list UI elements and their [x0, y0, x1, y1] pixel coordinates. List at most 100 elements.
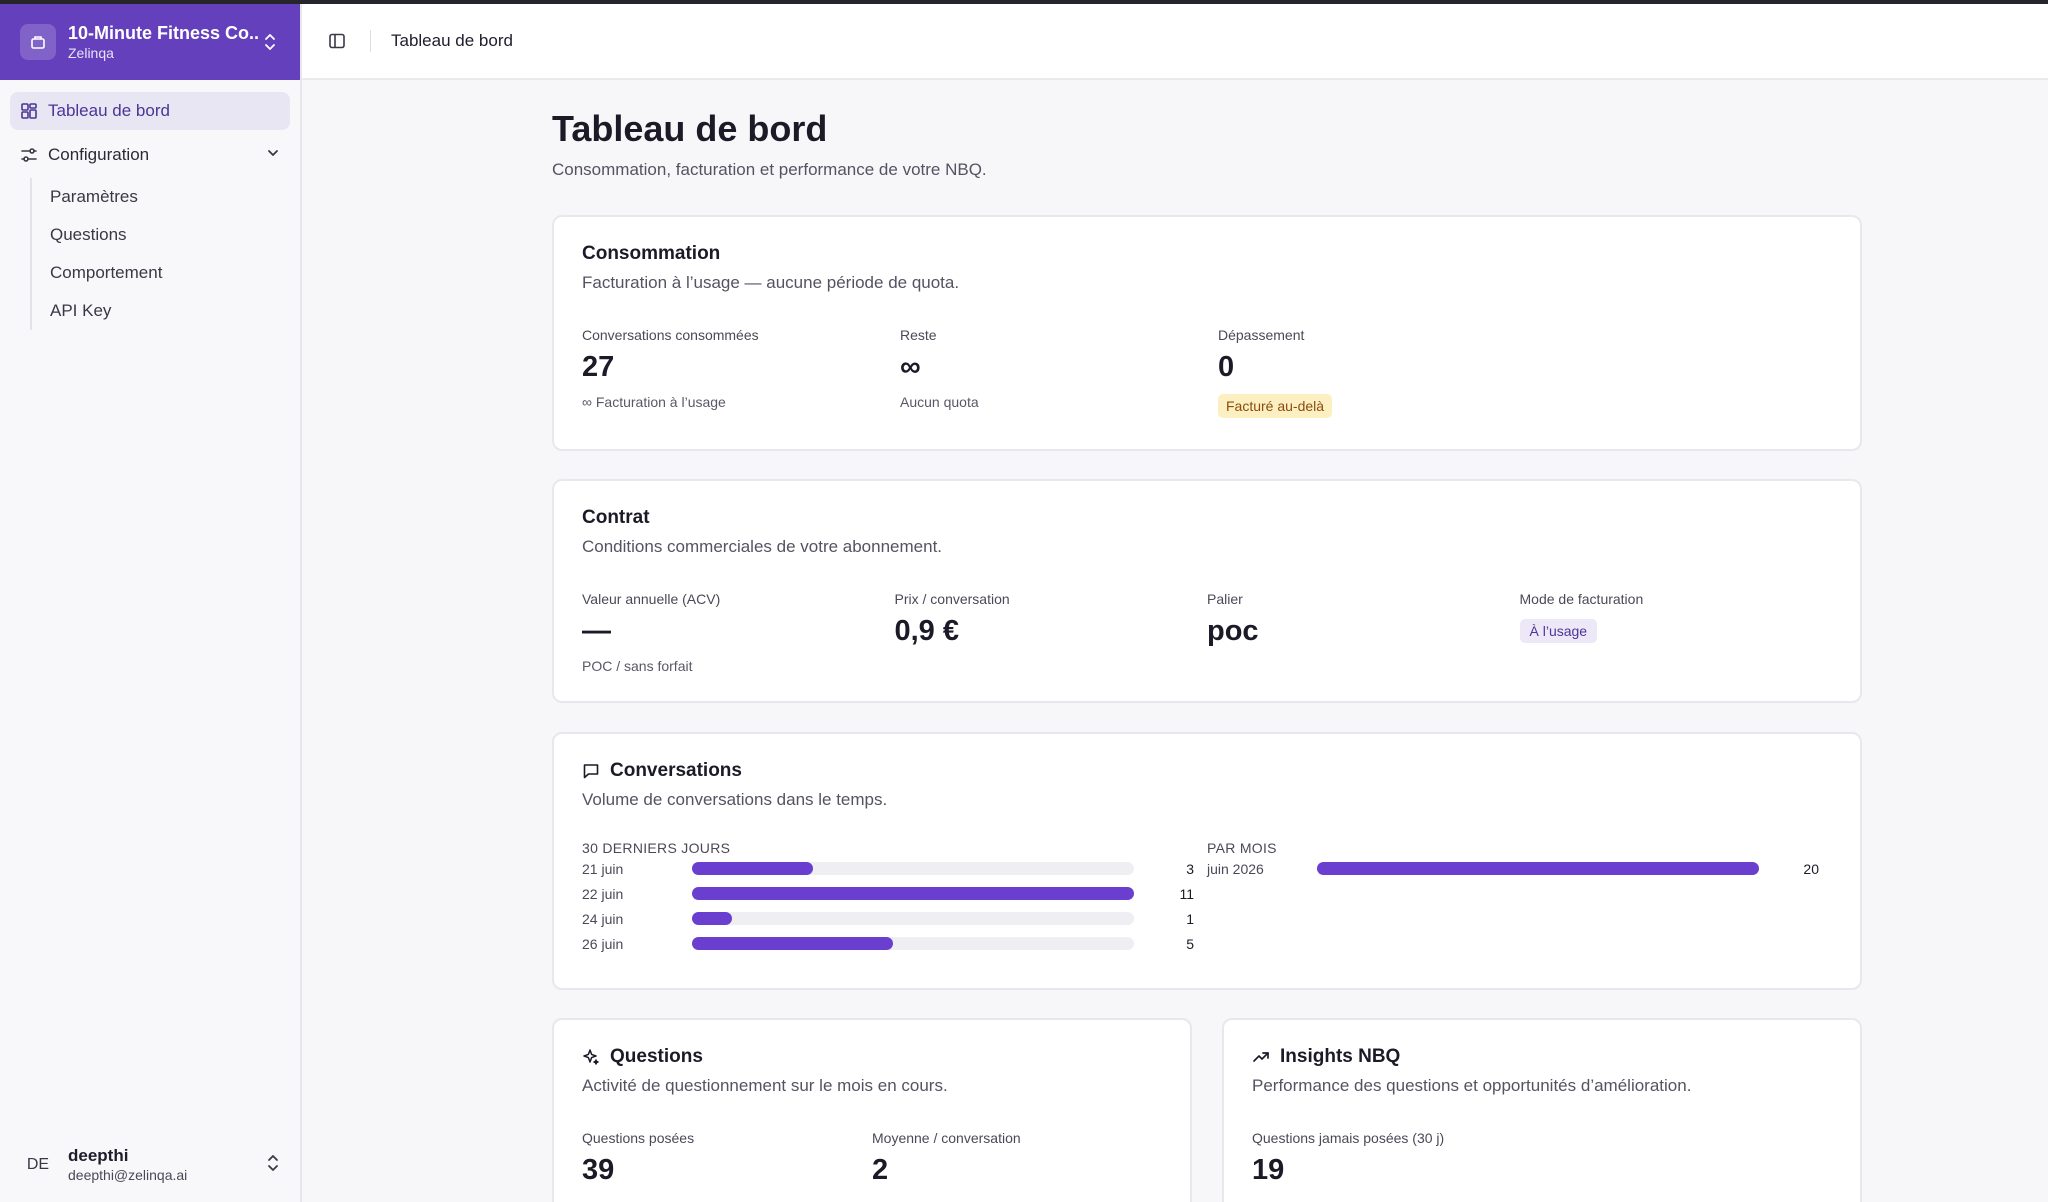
chart-heading: PAR MOIS	[1207, 840, 1277, 856]
chevron-down-icon[interactable]	[266, 145, 280, 165]
breadcrumb: Tableau de bord	[391, 31, 513, 50]
sidebar: 10-Minute Fitness Co... Zelinqa Tableau …	[0, 4, 302, 1202]
sidebar-item-api-key[interactable]: API Key	[50, 301, 112, 320]
chart-bar-row: juin 2026 20	[1207, 856, 1832, 881]
sparkles-icon	[582, 1048, 600, 1066]
stat-value: ∞	[900, 351, 921, 383]
chart-bar-row: 22 juin 11	[582, 881, 1207, 906]
chart-heading: 30 DERNIERS JOURS	[582, 840, 731, 856]
card-title: Questions	[582, 1046, 1162, 1068]
chart-bar-track	[692, 887, 1134, 900]
sidebar-item-dashboard[interactable]: Tableau de bord	[10, 92, 290, 130]
stat-value: 2	[872, 1154, 889, 1186]
main-content: Tableau de bord Consommation, facturatio…	[552, 80, 1862, 1202]
daily-bar-list: 21 juin 3 22 juin 11 24 juin 1 26 juin 5	[582, 856, 1207, 956]
insights-card: Insights NBQ Performance des questions e…	[1222, 1018, 1862, 1202]
user-menu[interactable]: DE deepthi deepthi@zelinqa.ai	[0, 1128, 300, 1202]
sidebar-item-label: Tableau de bord	[48, 101, 170, 120]
stat-label: Mode de facturation	[1519, 591, 1644, 607]
chart-value-label: 11	[1179, 885, 1194, 902]
chart-value-label: 5	[1186, 935, 1194, 952]
stat-label: Palier	[1207, 591, 1243, 607]
sidebar-item-questions[interactable]: Questions	[50, 225, 127, 244]
chart-value-label: 20	[1803, 860, 1819, 877]
chart-bar	[692, 937, 893, 950]
status-badge: Facturé au-delà	[1218, 394, 1333, 418]
card-title: Contrat	[582, 507, 650, 528]
stat-label: Reste	[900, 327, 937, 343]
stat-note: Aucun quota	[900, 394, 979, 410]
org-name: 10-Minute Fitness Co...	[68, 23, 260, 43]
stat-billing-mode: Mode de facturation À l’usage	[1519, 591, 1833, 674]
stat-label: Dépassement	[1218, 327, 1305, 343]
stat-tier: Palier poc	[1207, 591, 1520, 674]
stat-price-per-conversation: Prix / conversation 0,9 €	[895, 591, 1208, 674]
stat-value: —	[582, 615, 611, 647]
stat-note: POC / sans forfait	[582, 658, 693, 674]
stat-average-per-conversation: Moyenne / conversation 2	[872, 1130, 1162, 1187]
card-title: Insights NBQ	[1252, 1046, 1832, 1068]
chart-bar-track	[692, 862, 1134, 875]
chart-bar-row: 26 juin 5	[582, 931, 1207, 956]
stat-questions-asked: Questions posées 39	[582, 1130, 872, 1187]
card-description: Activité de questionnement sur le mois e…	[582, 1076, 948, 1095]
chart-bar-row: 24 juin 1	[582, 906, 1207, 931]
card-title-text: Insights NBQ	[1280, 1046, 1401, 1067]
chart-value-label: 1	[1186, 910, 1194, 927]
consumption-card: Consommation Facturation à l’usage — auc…	[552, 215, 1862, 451]
stat-overage: Dépassement 0 Facturé au-delà	[1218, 327, 1536, 418]
chart-bar-track	[692, 937, 1134, 950]
contract-card: Contrat Conditions commerciales de votre…	[552, 479, 1862, 703]
stat-note: ∞ Facturation à l’usage	[582, 394, 726, 410]
stat-value: 0,9 €	[894, 615, 960, 647]
status-badge: À l’usage	[1519, 619, 1598, 643]
sidebar-item-comportement[interactable]: Comportement	[50, 263, 163, 282]
chart-category-label: 26 juin	[582, 935, 624, 952]
header-divider	[370, 30, 371, 52]
org-switcher[interactable]: 10-Minute Fitness Co... Zelinqa	[0, 4, 300, 80]
stat-value: 39	[582, 1154, 615, 1186]
chart-category-label: 22 juin	[582, 885, 624, 902]
stat-label: Conversations consommées	[582, 327, 759, 343]
monthly-bar-chart: PAR MOIS juin 2026 20	[1207, 840, 1832, 956]
stat-acv: Valeur annuelle (ACV) — POC / sans forfa…	[582, 591, 895, 674]
sidebar-item-parametres[interactable]: Paramètres	[50, 187, 138, 206]
card-description: Volume de conversations dans le temps.	[582, 790, 888, 809]
questions-card: Questions Activité de questionnement sur…	[552, 1018, 1192, 1202]
stat-remaining: Reste ∞ Aucun quota	[900, 327, 1218, 418]
sidebar-toggle-icon[interactable]	[324, 28, 350, 54]
chart-bar	[692, 912, 732, 925]
top-header: Tableau de bord	[302, 4, 2048, 80]
chart-bar-row: 21 juin 3	[582, 856, 1207, 881]
sidebar-item-configuration[interactable]: Configuration	[10, 136, 290, 174]
card-description: Facturation à l’usage — aucune période d…	[582, 273, 960, 292]
stat-label: Valeur annuelle (ACV)	[582, 591, 721, 607]
chevron-up-down-icon[interactable]	[260, 32, 280, 52]
sidebar-item-label: Configuration	[48, 145, 150, 164]
card-title-text: Conversations	[610, 760, 742, 781]
user-email: deepthi@zelinqa.ai	[68, 1167, 188, 1183]
stat-label: Questions jamais posées (30 j)	[1252, 1130, 1445, 1146]
stat-value: 19	[1252, 1154, 1285, 1186]
chart-category-label: 21 juin	[582, 860, 624, 877]
daily-bar-chart: 30 DERNIERS JOURS 21 juin 3 22 juin 11 24 ju…	[582, 840, 1207, 956]
user-name: deepthi	[68, 1146, 129, 1165]
window-top-strip	[0, 0, 2048, 4]
stat-value: poc	[1207, 615, 1259, 647]
page-subtitle: Consommation, facturation et performance…	[552, 160, 987, 179]
stat-label: Prix / conversation	[894, 591, 1010, 607]
stat-value: 0	[1218, 351, 1235, 383]
avatar: DE	[26, 1156, 50, 1173]
stat-value: 27	[582, 351, 615, 383]
monthly-bar-list: juin 2026 20	[1207, 856, 1832, 881]
chart-bar-track	[1317, 862, 1759, 875]
conversations-card: Conversations Volume de conversations da…	[552, 732, 1862, 990]
configuration-submenu: Paramètres Questions Comportement API Ke…	[30, 178, 290, 330]
stat-label: Questions posées	[582, 1130, 695, 1146]
card-description: Conditions commerciales de votre abonnem…	[582, 537, 943, 556]
sliders-icon	[20, 146, 38, 164]
stat-label: Moyenne / conversation	[872, 1130, 1021, 1146]
chevron-up-down-icon[interactable]	[266, 1153, 280, 1178]
chart-bar	[1317, 862, 1759, 875]
chart-value-label: 3	[1186, 860, 1194, 877]
